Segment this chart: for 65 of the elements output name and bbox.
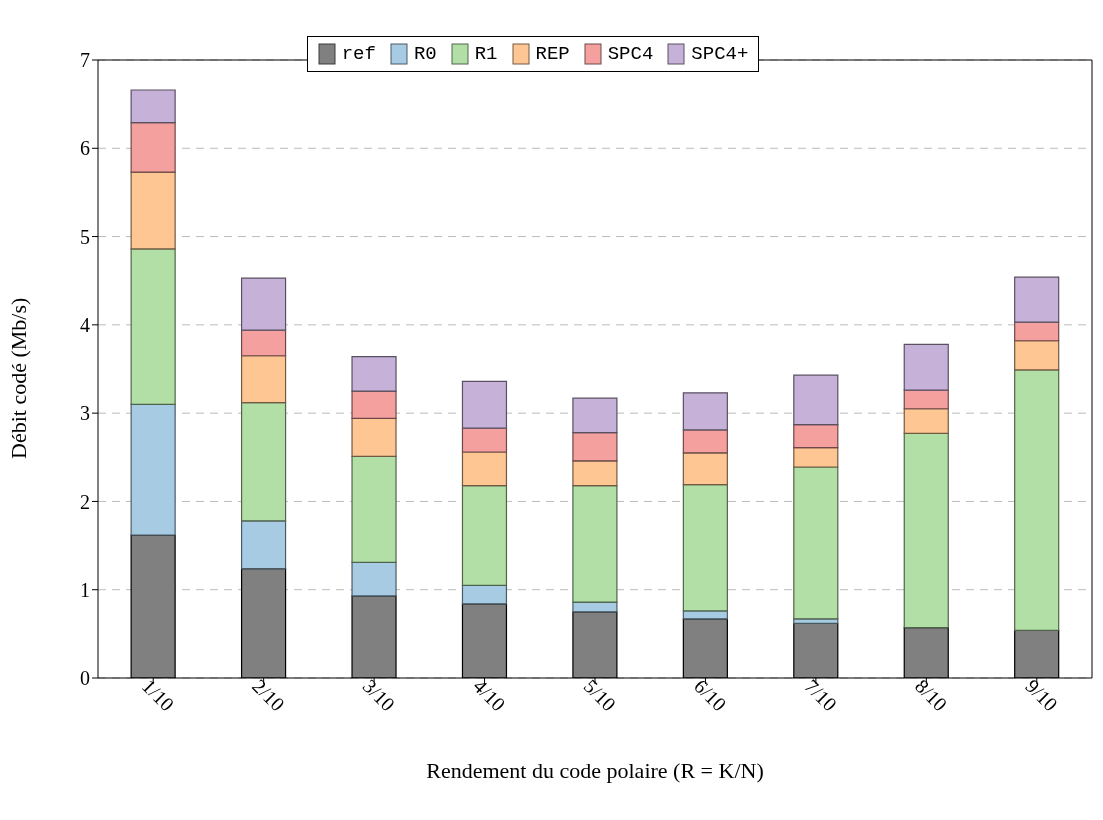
x-tick-label: 5/10: [579, 674, 621, 716]
x-tick-label: 7/10: [800, 674, 842, 716]
y-tick-label: 7: [80, 49, 90, 72]
y-tick-label: 4: [80, 313, 90, 336]
y-tick-label: 6: [80, 137, 90, 160]
legend-label: R0: [413, 43, 437, 65]
bar: [351, 390, 397, 420]
y-tick-label: 1: [80, 578, 90, 601]
bar: [572, 431, 618, 462]
bar: [793, 424, 839, 449]
legend-label: R1: [474, 43, 498, 65]
bar: [351, 561, 397, 597]
bar: [903, 432, 949, 629]
y-tick-label: 0: [80, 667, 90, 690]
bar: [903, 343, 949, 391]
bar: [1014, 340, 1060, 371]
y-tick-label: 3: [80, 402, 90, 425]
bar: [240, 329, 287, 357]
bar: [1014, 321, 1060, 342]
bar: [130, 89, 176, 124]
bar: [240, 520, 287, 570]
x-axis-title: Rendement du code polaire (R = K/N): [426, 758, 764, 783]
bar: [240, 355, 287, 404]
x-tick-label: 9/10: [1021, 674, 1063, 716]
bar: [461, 427, 508, 453]
x-tick-label: 8/10: [910, 674, 952, 716]
bar: [461, 380, 508, 429]
bar: [240, 401, 287, 522]
bar: [1014, 369, 1060, 631]
bar: [1014, 276, 1060, 323]
bar: [682, 484, 728, 612]
bar: [351, 356, 397, 392]
x-tick-label: 6/10: [690, 674, 731, 716]
bar: [461, 451, 508, 487]
bar: [572, 397, 618, 434]
bar: [903, 389, 949, 410]
y-tick-label: 2: [80, 490, 90, 513]
bar: [240, 277, 287, 331]
x-tick-label: 2/10: [248, 674, 289, 716]
legend-label: REP: [535, 43, 570, 65]
bar: [793, 466, 839, 620]
y-tick-label: 5: [80, 225, 90, 248]
bar: [682, 429, 728, 454]
bar: [461, 584, 508, 605]
bar: [793, 374, 839, 426]
bar: [572, 460, 618, 487]
bar: [351, 455, 397, 563]
legend-label: SPC4+: [691, 43, 749, 65]
x-tick-label: 1/10: [137, 674, 179, 716]
bar: [130, 403, 176, 536]
x-tick-label: 3/10: [358, 674, 400, 716]
bar: [572, 484, 618, 603]
bar: [682, 452, 728, 486]
legend-label: ref: [341, 43, 376, 65]
bar: [130, 171, 176, 250]
bar: [903, 408, 949, 435]
bar: [793, 446, 839, 468]
legend-label: SPC4: [607, 43, 654, 65]
bar: [130, 122, 176, 173]
bar: [130, 248, 176, 405]
x-tick-label: 4/10: [469, 674, 510, 716]
bar: [682, 392, 728, 431]
bar: [351, 417, 397, 457]
y-axis-title: Débit codé (Mb/s): [5, 297, 31, 459]
bar: [461, 484, 508, 586]
